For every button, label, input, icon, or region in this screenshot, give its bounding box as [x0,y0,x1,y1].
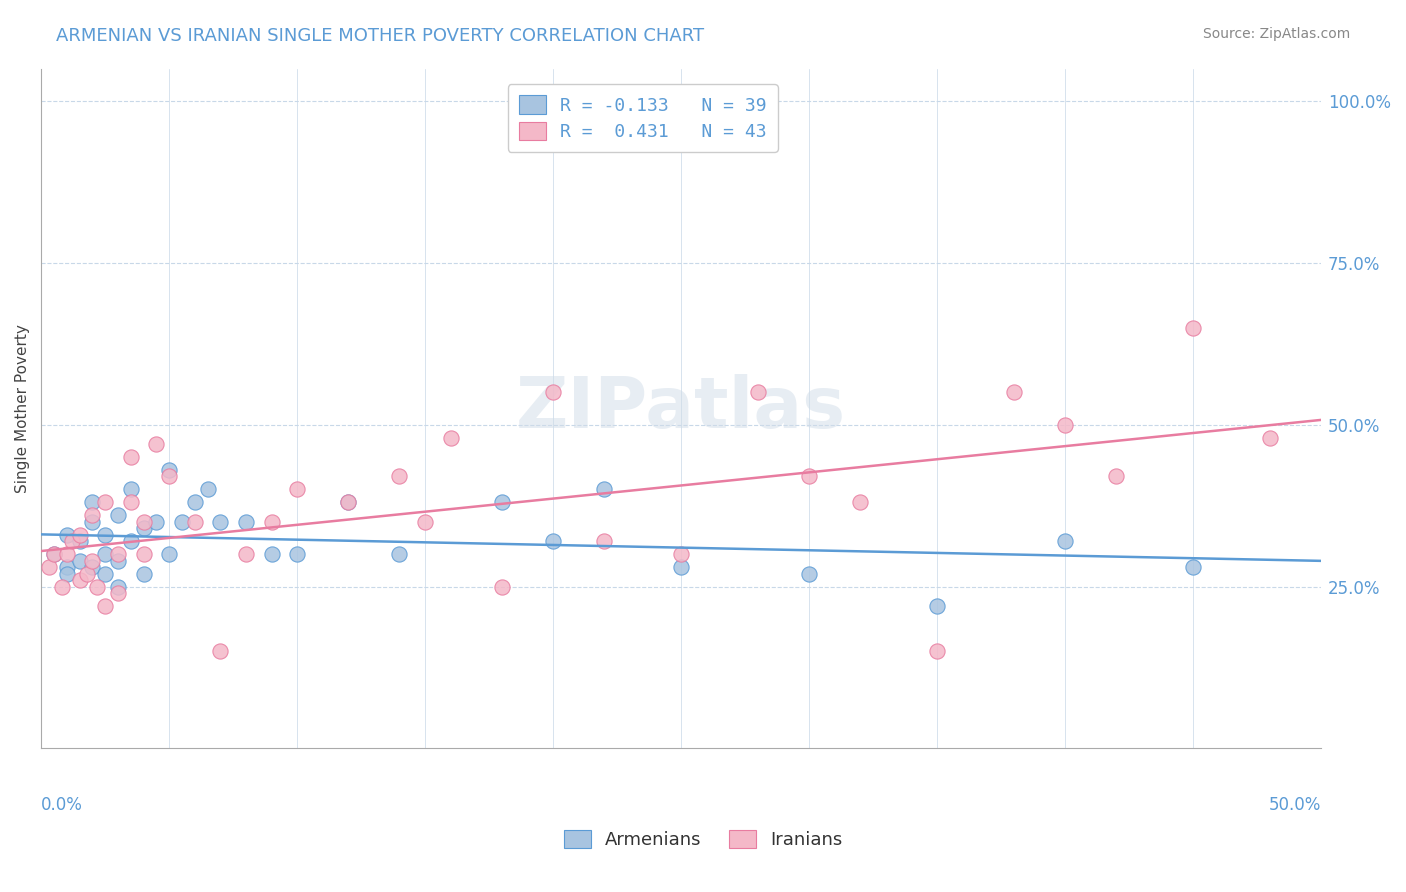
Text: 50.0%: 50.0% [1268,796,1322,814]
Point [337,495,360,509]
Point [170,515,193,529]
Point [145,515,167,529]
Point [157,463,180,477]
Point [132,566,155,581]
Point [94,566,117,581]
Point [285,547,308,561]
Point [183,515,205,529]
Point [69,528,91,542]
Point [849,495,872,509]
Text: 0.0%: 0.0% [41,796,83,814]
Point [107,508,129,523]
Point [209,515,232,529]
Point [94,599,117,613]
Point [1105,469,1128,483]
Point [76,566,98,581]
Point [86,580,108,594]
Point [55,547,77,561]
Point [337,495,360,509]
Point [120,450,142,464]
Point [82,508,104,523]
Point [925,599,948,613]
Text: Source: ZipAtlas.com: Source: ZipAtlas.com [1202,27,1350,41]
Text: ARMENIAN VS IRANIAN SINGLE MOTHER POVERTY CORRELATION CHART: ARMENIAN VS IRANIAN SINGLE MOTHER POVERT… [56,27,704,45]
Legend: Armenians, Iranians: Armenians, Iranians [557,822,849,856]
Point [747,385,769,400]
Point [107,554,129,568]
Point [669,560,692,574]
Point [797,469,820,483]
Point [51,580,73,594]
Point [235,547,257,561]
Point [107,580,129,594]
Point [132,515,155,529]
Point [69,573,91,587]
Point [1182,560,1205,574]
Point [107,547,129,561]
Point [197,483,219,497]
Point [413,515,436,529]
Point [38,560,60,574]
Point [669,547,692,561]
Point [60,534,83,549]
Point [107,586,129,600]
Point [55,560,77,574]
Point [260,547,283,561]
Point [82,560,104,574]
Point [1002,385,1025,400]
Point [82,495,104,509]
Point [120,495,142,509]
Point [94,547,117,561]
Point [541,534,564,549]
Point [285,483,308,497]
Point [132,547,155,561]
Point [132,521,155,535]
Point [440,431,463,445]
Point [82,515,104,529]
Point [209,644,232,658]
Text: ZIPatlas: ZIPatlas [516,374,846,443]
Point [491,580,513,594]
Point [1054,534,1077,549]
Point [260,515,283,529]
Point [69,534,91,549]
Y-axis label: Single Mother Poverty: Single Mother Poverty [15,324,30,493]
Point [183,495,205,509]
Point [55,528,77,542]
Point [120,483,142,497]
Point [797,566,820,581]
Point [388,547,411,561]
Point [1054,417,1077,432]
Point [55,566,77,581]
Point [491,495,513,509]
Point [541,385,564,400]
Point [1258,431,1281,445]
Point [42,547,65,561]
Point [94,495,117,509]
Point [1182,320,1205,334]
Point [69,554,91,568]
Point [145,437,167,451]
Point [235,515,257,529]
Point [157,469,180,483]
Point [120,534,142,549]
Point [82,554,104,568]
Point [42,547,65,561]
Point [94,528,117,542]
Point [157,547,180,561]
Point [593,534,616,549]
Point [593,483,616,497]
Point [388,469,411,483]
Legend: R = -0.133   N = 39, R =  0.431   N = 43: R = -0.133 N = 39, R = 0.431 N = 43 [508,85,778,152]
Point [925,644,948,658]
